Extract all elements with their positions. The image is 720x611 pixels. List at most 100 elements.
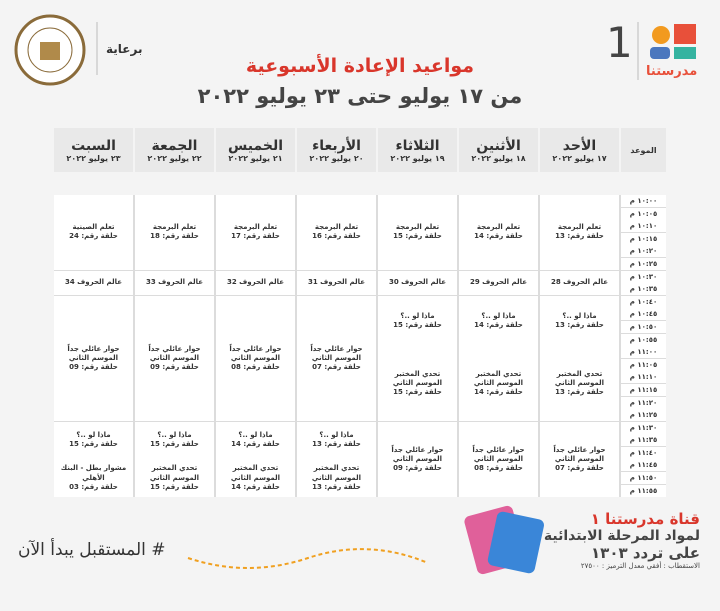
program-episode: حلقة رقم: 14 xyxy=(474,232,523,241)
day-header: الأثنين ١٨ يوليو ٢٠٢٢ xyxy=(459,128,538,172)
program-title: ماذا لو ..؟ xyxy=(238,431,273,440)
time-slot: ١٠:٥٥ م xyxy=(621,333,666,346)
logo-text: مدرستنا xyxy=(646,64,698,79)
program-cell: ماذا لو ..؟ حلقة رقم: 13 xyxy=(540,295,619,346)
program-cell: تحدي المختبر الموسم الثاني حلقة رقم: 13 xyxy=(297,459,376,497)
program-title: تحدي المختبر الموسم الثاني xyxy=(392,369,443,388)
program-episode: حلقة رقم: 08 xyxy=(474,463,523,472)
program-cell: ماذا لو ..؟ حلقة رقم: 14 xyxy=(216,421,295,459)
program-episode: حلقة رقم: 16 xyxy=(312,232,361,241)
program-episode: حلقة رقم: 15 xyxy=(393,388,442,397)
program-episode: حلقة رقم: 08 xyxy=(231,362,280,371)
program-title: عالم الحروف 30 xyxy=(388,278,447,287)
day-header: الأحد ١٧ يوليو ٢٠٢٢ xyxy=(540,128,619,172)
time-slot: ١٠:٢٠ م xyxy=(621,245,666,258)
program-title: تحدي المختبر الموسم الثاني xyxy=(473,369,524,388)
time-slot: ١٠:١٠ م xyxy=(621,220,666,233)
program-episode: حلقة رقم: 14 xyxy=(231,482,280,491)
program-episode: حلقة رقم: 09 xyxy=(150,362,199,371)
program-episode: حلقة رقم: 13 xyxy=(555,232,604,241)
day-date: ٢١ يوليو ٢٠٢٢ xyxy=(228,153,283,163)
title: مواعيد الإعادة الأسبوعية xyxy=(245,55,475,77)
day-date: ٢٢ يوليو ٢٠٢٢ xyxy=(147,153,202,163)
hashtag: # المستقبل يبدأ الآن xyxy=(18,540,166,560)
time-slot: ١١:٥٠ م xyxy=(621,472,666,485)
program-title: حوار عائلي جداً الموسم الثاني xyxy=(472,445,525,463)
program-cell: تعلم البرمجة حلقة رقم: 15 xyxy=(378,195,457,270)
table-body: ١٠:٠٠ م ١٠:٠٥ م ١٠:١٠ م ١٠:١٥ م ١٠:٢٠ م ١٠:٢٥… xyxy=(54,195,666,497)
time-header-cell: الموعد xyxy=(621,128,666,172)
day-header: الخميس ٢١ يوليو ٢٠٢٢ xyxy=(216,128,295,172)
program-title: مشوار بطل - البنك الأهلي xyxy=(60,464,127,482)
time-slot: ١١:٣٠ م xyxy=(621,421,666,434)
program-episode: حلقة رقم: 13 xyxy=(312,440,361,449)
program-cell: عالم الحروف 31 xyxy=(297,270,376,296)
time-slot: ١١:٤٠ م xyxy=(621,446,666,459)
program-title: عالم الحروف 33 xyxy=(145,278,204,287)
program-cell: حوار عائلي جداً الموسم الثاني حلقة رقم: 0… xyxy=(540,421,619,497)
program-cell: تعلم البرمجة حلقة رقم: 18 xyxy=(135,195,214,270)
program-title: حوار عائلي جداً الموسم الثاني xyxy=(310,344,363,362)
time-slot: ١٠:٠٠ م xyxy=(621,195,666,207)
program-episode: حلقة رقم: 15 xyxy=(150,440,199,449)
stage: لمواد المرحلة الابتدائية xyxy=(543,528,700,544)
time-slot: ١٠:٢٥ م xyxy=(621,257,666,270)
program-episode: حلقة رقم: 09 xyxy=(69,362,118,371)
program-cell: حوار عائلي جداً الموسم الثاني حلقة رقم: 0… xyxy=(135,295,214,422)
program-cell: عالم الحروف 30 xyxy=(378,270,457,296)
day-name: السبت xyxy=(71,137,116,154)
day-date: ١٧ يوليو ٢٠٢٢ xyxy=(552,153,607,163)
program-episode: حلقة رقم: 13 xyxy=(555,320,604,329)
frequency: على تردد ١٣٠٣ xyxy=(591,544,700,562)
program-episode: حلقة رقم: 09 xyxy=(393,463,442,472)
program-title: حوار عائلي جداً الموسم الثاني xyxy=(553,445,606,463)
program-title: تحدي المختبر الموسم الثاني xyxy=(554,369,605,388)
day-name: الأحد xyxy=(562,137,597,154)
program-cell: تعلم البرمجة حلقة رقم: 16 xyxy=(297,195,376,270)
program-title: تحدي المختبر الموسم الثاني xyxy=(311,464,362,482)
program-cell: ماذا لو ..؟ حلقة رقم: 13 xyxy=(297,421,376,459)
time-slot: ١١:٥٥ م xyxy=(621,484,666,497)
program-cell: حوار عائلي جداً الموسم الثاني حلقة رقم: 0… xyxy=(459,421,538,497)
time-slot: ١٠:٣٠ م xyxy=(621,270,666,283)
program-cell: عالم الحروف 33 xyxy=(135,270,214,296)
day-header: الثلاثاء ١٩ يوليو ٢٠٢٢ xyxy=(378,128,457,172)
time-slot: ١١:٠٥ م xyxy=(621,358,666,371)
program-title: تعلم البرمجة xyxy=(476,223,521,232)
subtitle: من ١٧ يوليو حتى ٢٣ يوليو ٢٠٢٢ xyxy=(197,84,523,108)
details: الاستقطاب : أفقي معدل الترميز : ٢٧٥٠٠ xyxy=(580,562,700,570)
program-title: عالم الحروف 32 xyxy=(226,278,285,287)
program-episode: حلقة رقم: 13 xyxy=(555,388,604,397)
time-slot: ١١:١٠ م xyxy=(621,371,666,384)
program-episode: حلقة رقم: 14 xyxy=(474,388,523,397)
program-cell: تحدي المختبر الموسم الثاني حلقة رقم: 14 xyxy=(459,346,538,422)
program-title: تعلم البرمجة xyxy=(152,223,197,232)
program-episode: حلقة رقم: 07 xyxy=(555,463,604,472)
program-cell: حوار عائلي جداً الموسم الثاني حلقة رقم: 0… xyxy=(216,295,295,422)
time-slot: ١٠:٤٥ م xyxy=(621,308,666,321)
time-slot: ١١:٢٠ م xyxy=(621,396,666,409)
program-cell: حوار عائلي جداً الموسم الثاني حلقة رقم: 0… xyxy=(54,295,133,422)
program-cell: عالم الحروف 32 xyxy=(216,270,295,296)
day-header: الجمعة ٢٢ يوليو ٢٠٢٢ xyxy=(135,128,214,172)
day-date: ١٨ يوليو ٢٠٢٢ xyxy=(471,153,526,163)
program-title: تحدي المختبر الموسم الثاني xyxy=(149,464,200,482)
program-title: حوار عائلي جداً الموسم الثاني xyxy=(148,344,201,362)
channel-label: قناة مدرستنا ١ xyxy=(590,510,700,528)
time-slot: ١١:٠٠ م xyxy=(621,346,666,359)
table-header: الموعد الأحد ١٧ يوليو ٢٠٢٢ الأثنين ١٨ يوليو … xyxy=(54,128,666,172)
program-cell: تعلم البرمجة حلقة رقم: 14 xyxy=(459,195,538,270)
day-name: الثلاثاء xyxy=(395,137,440,154)
program-episode: حلقة رقم: 24 xyxy=(69,232,118,241)
program-title: تعلم البرمجة xyxy=(395,223,440,232)
day-name: الأربعاء xyxy=(312,137,361,154)
program-cell: مشوار بطل - البنك الأهلي حلقة رقم: 03 xyxy=(54,459,133,497)
day-header: الأربعاء ٢٠ يوليو ٢٠٢٢ xyxy=(297,128,376,172)
program-cell: تعلم البرمجة حلقة رقم: 13 xyxy=(540,195,619,270)
time-slot: ١١:١٥ م xyxy=(621,383,666,396)
program-episode: حلقة رقم: 15 xyxy=(150,482,199,491)
sponsor: برعاية xyxy=(106,42,143,56)
program-title: تعلم البرمجة xyxy=(233,223,278,232)
